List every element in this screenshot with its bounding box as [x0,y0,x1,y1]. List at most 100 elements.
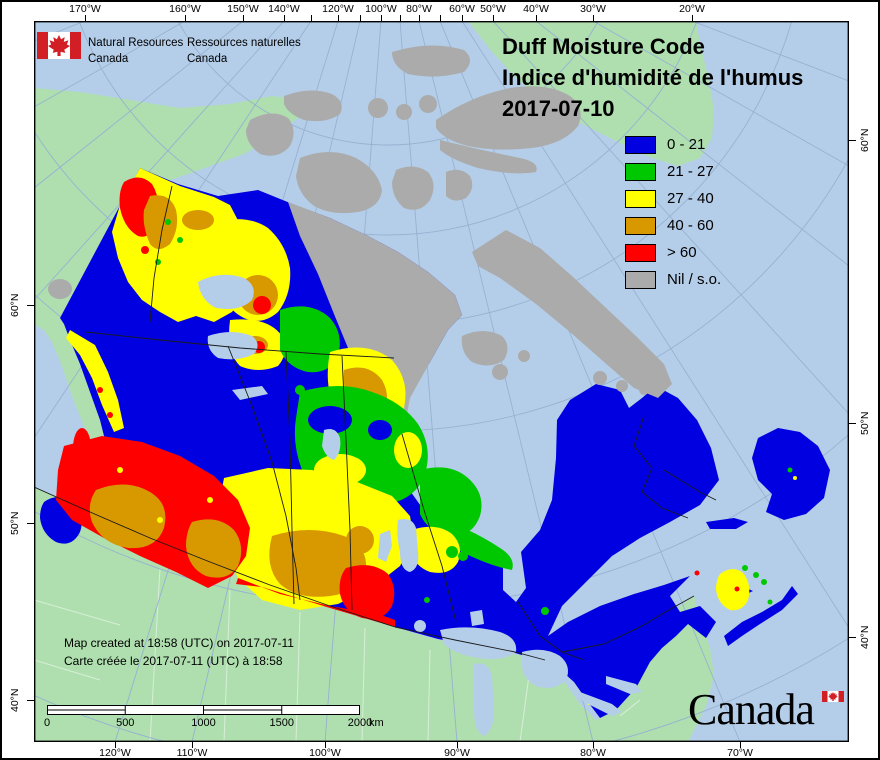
axis-tick-left [27,304,34,306]
lake-michigan [474,663,494,736]
axis-label-top: 60°W [449,3,475,15]
lake-athabasca [232,386,268,400]
axis-tick-top [337,15,339,21]
canada-wordmark: Canada [688,685,815,734]
great-slave-lake [207,332,258,360]
legend-swatch [625,271,656,289]
melville-island [284,90,342,122]
lake-huron [522,649,568,688]
axis-label-bottom: 80°W [580,747,606,759]
lake-ontario [606,676,642,694]
axis-tick-top [461,15,463,21]
axis-tick-top [418,15,420,21]
lake-winnipegosis [378,530,392,562]
great-bear-lake [198,274,254,309]
legend-swatch [625,163,656,181]
axis-label-bottom: 100°W [309,747,341,759]
axis-tick-bottom [739,742,741,748]
legend-label: > 60 [667,244,697,261]
legend-label: 21 - 27 [667,163,714,180]
map-frame [34,21,849,742]
scale-label: 2000 [347,717,373,729]
title-line-fr: Indice d'humidité de l'humus [502,65,804,90]
boundaries [34,185,717,661]
wordmark-flag-icon [822,691,844,702]
tundra-mainland [288,202,462,486]
devon-island [440,140,537,174]
axis-tick-top [691,15,693,21]
canada-flag-icon [37,32,81,59]
alaska [34,88,305,450]
legend-label: 0 - 21 [667,136,706,153]
axis-label-left: 40°N [9,688,21,712]
nil-dot-west [48,279,72,299]
map-title: Duff Moisture Code Indice d'humidité de … [502,31,803,124]
axis-label-right: 50°N [859,411,871,435]
baffin-island [472,230,672,398]
lake-of-the-woods [414,620,426,632]
axis-label-top: 30°W [580,3,606,15]
axis-tick-top [439,15,441,21]
axis-label-top: 160°W [169,3,201,15]
axis-tick-top [310,15,312,21]
axis-tick-bottom [324,742,326,748]
lake-superior [440,627,517,660]
axis-tick-bottom [592,742,594,748]
axis-tick-right [849,422,856,424]
axis-tick-bottom [456,742,458,748]
southampton-island [461,331,508,366]
victoria-island [296,152,382,214]
axis-tick-left [27,522,34,524]
axis-tick-top [283,15,285,21]
title-date: 2017-07-10 [502,96,615,121]
scale-label: 1500 [269,717,294,729]
axis-label-left: 50°N [9,511,21,535]
created-text-en: Map created at 18:58 (UTC) on 2017-07-11 [64,636,294,650]
agency-fr-line1: Ressources naturelles [187,37,301,49]
axis-tick-top [380,15,382,21]
axis-tick-top [359,15,361,21]
nova-scotia [724,586,798,646]
banks-island [246,113,294,156]
lac-st-jean [606,585,626,599]
anticosti-island [706,518,748,529]
lake-erie [580,692,622,716]
newfoundland [752,428,830,520]
axis-tick-bottom [191,742,193,748]
axis-label-top: 120°W [322,3,354,15]
axis-tick-top [592,15,594,21]
axis-label-top: 80°W [406,3,432,15]
agency-en-line1: Natural Resources [88,37,184,49]
axis-tick-right [849,139,856,141]
axis-tick-top [184,15,186,21]
lake-nipigon [470,610,484,626]
scale-label: 500 [116,717,135,729]
lake-winnipeg [397,519,419,572]
axis-label-bottom: 70°W [727,747,753,759]
legend-label: Nil / s.o. [667,271,722,288]
axis-tick-top [242,15,244,21]
axis-label-top: 140°W [268,3,300,15]
legend-swatch [625,136,656,154]
axis-label-top: 40°W [523,3,549,15]
title-line-en: Duff Moisture Code [502,34,705,59]
scale-label: 1000 [191,717,216,729]
axis-label-top: 100°W [365,3,397,15]
axis-label-right: 40°N [859,625,871,649]
lakes [198,274,642,736]
axis-label-right: 60°N [859,128,871,152]
axis-tick-left [27,699,34,701]
legend-swatch [625,217,656,235]
somerset-island [446,169,473,201]
agency-en-line2: Canada [88,53,129,65]
reindeer-lake [322,429,341,460]
created-text-fr: Carte créée le 2017-07-11 (UTC) à 18:58 [64,654,283,668]
axis-tick-bottom [114,742,116,748]
axis-label-top: 20°W [679,3,705,15]
agency-name-en: Natural Resources Canada [88,35,183,67]
agency-name-fr: Ressources naturelles Canada [187,35,301,67]
axis-label-bottom: 110°W [176,747,208,759]
axis-label-top: 170°W [69,3,101,15]
legend-swatch [625,190,656,208]
